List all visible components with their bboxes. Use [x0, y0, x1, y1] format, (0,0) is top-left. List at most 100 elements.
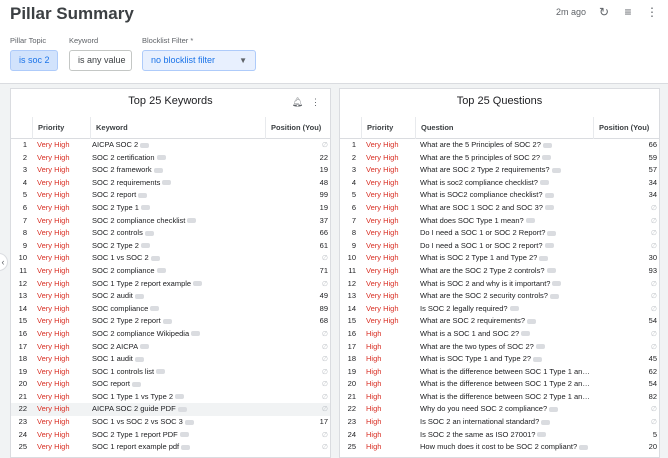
text-cell[interactable]: SOC 2 Type 2 report — [92, 315, 262, 328]
text-cell[interactable]: What are the SOC 2 Type 2 controls? — [420, 265, 592, 278]
table-row[interactable]: 18 High What is SOC Type 1 and Type 2? 45 — [340, 353, 659, 366]
refresh-icon[interactable]: ↻ — [598, 5, 610, 19]
table-row[interactable]: 2 Very High SOC 2 certification 22 — [11, 152, 330, 165]
more-links-icon[interactable] — [140, 142, 150, 148]
text-cell[interactable]: SOC 1 Type 2 report example — [92, 278, 262, 291]
table-row[interactable]: 20 High What is the difference between SOC… — [340, 378, 659, 391]
more-links-icon[interactable] — [150, 306, 160, 312]
table-row[interactable]: 16 High What is a SOC 1 and SOC 2? ∅ — [340, 328, 659, 341]
col-priority[interactable]: Priority — [361, 117, 415, 139]
more-links-icon[interactable] — [140, 205, 150, 211]
more-links-icon[interactable] — [542, 142, 552, 148]
more-links-icon[interactable] — [549, 406, 559, 412]
table-row[interactable]: 6 Very High What are SOC 1 SOC 2 and SOC 3… — [340, 202, 659, 215]
table-row[interactable]: 4 Very High What is soc2 compliance checkl… — [340, 177, 659, 190]
table-row[interactable]: 21 Very High SOC 1 Type 1 vs Type 2 ∅ — [11, 391, 330, 404]
table-row[interactable]: 5 Very High SOC 2 report 99 — [11, 189, 330, 202]
col-question[interactable]: Question — [415, 117, 593, 139]
more-links-icon[interactable] — [547, 230, 557, 236]
text-cell[interactable]: What are the SOC 2 security controls? — [420, 290, 592, 303]
more-links-icon[interactable] — [521, 331, 531, 337]
more-links-icon[interactable] — [549, 293, 559, 299]
more-links-icon[interactable] — [162, 318, 172, 324]
more-links-icon[interactable] — [156, 369, 166, 375]
more-links-icon[interactable] — [150, 255, 160, 261]
table-row[interactable]: 12 Very High What is SOC 2 and why is it i… — [340, 278, 659, 291]
text-cell[interactable]: SOC 1 report example pdf — [92, 441, 262, 454]
more-links-icon[interactable] — [138, 192, 148, 198]
text-cell[interactable]: SOC 1 controls list — [92, 366, 262, 379]
text-cell[interactable]: SOC 2 report — [92, 189, 262, 202]
text-cell[interactable]: SOC 1 vs SOC 2 vs SOC 3 — [92, 416, 262, 429]
more-links-icon[interactable] — [552, 281, 562, 287]
text-cell[interactable]: SOC 2 certification — [92, 152, 262, 165]
more-links-icon[interactable] — [541, 419, 551, 425]
text-cell[interactable]: Is SOC 2 an international standard? — [420, 416, 592, 429]
table-row[interactable]: 23 High Is SOC 2 an international standard… — [340, 416, 659, 429]
text-cell[interactable]: How much does it cost to be SOC 2 compli… — [420, 441, 592, 454]
more-links-icon[interactable] — [546, 268, 556, 274]
text-cell[interactable]: SOC 1 Type 1 vs Type 2 — [92, 391, 262, 404]
more-links-icon[interactable] — [140, 344, 150, 350]
text-cell[interactable]: What are the 5 principles of SOC 2? — [420, 152, 592, 165]
more-links-icon[interactable] — [551, 167, 561, 173]
more-links-icon[interactable] — [131, 381, 141, 387]
text-cell[interactable]: SOC 1 vs SOC 2 — [92, 252, 262, 265]
text-cell[interactable]: What is SOC Type 1 and Type 2? — [420, 353, 592, 366]
table-row[interactable]: 7 Very High SOC 2 compliance checklist 37 — [11, 215, 330, 228]
more-links-icon[interactable] — [537, 432, 547, 438]
text-cell[interactable]: What is the difference between SOC 2 Typ… — [420, 391, 592, 404]
table-row[interactable]: 7 Very High What does SOC Type 1 mean? ∅ — [340, 215, 659, 228]
text-cell[interactable]: SOC 2 requirements — [92, 177, 262, 190]
more-links-icon[interactable] — [535, 344, 545, 350]
more-links-icon[interactable] — [542, 155, 552, 161]
text-cell[interactable]: What is SOC 2 Type 1 and Type 2? — [420, 252, 592, 265]
text-cell[interactable]: What is SOC2 compliance checklist? — [420, 189, 592, 202]
text-cell[interactable]: SOC 2 compliance — [92, 265, 262, 278]
table-row[interactable]: 6 Very High SOC 2 Type 1 19 — [11, 202, 330, 215]
chevron-left-icon[interactable]: ‹ — [0, 253, 8, 271]
text-cell[interactable]: What is SOC 2 and why is it important? — [420, 278, 592, 291]
table-row[interactable]: 8 Very High Do I need a SOC 1 or SOC 2 Rep… — [340, 227, 659, 240]
text-cell[interactable]: SOC 2 AICPA — [92, 341, 262, 354]
text-cell[interactable]: Is SOC 2 the same as ISO 27001? — [420, 429, 592, 442]
table-row[interactable]: 11 Very High What are the SOC 2 Type 2 con… — [340, 265, 659, 278]
text-cell[interactable]: What does SOC Type 1 mean? — [420, 215, 592, 228]
text-cell[interactable]: What are the 5 Principles of SOC 2? — [420, 139, 592, 152]
table-row[interactable]: 14 Very High SOC compliance 89 — [11, 303, 330, 316]
table-row[interactable]: 1 Very High What are the 5 Principles of S… — [340, 139, 659, 152]
more-links-icon[interactable] — [140, 243, 150, 249]
filter-icon[interactable]: ≡ — [624, 5, 632, 19]
text-cell[interactable]: Why do you need SOC 2 compliance? — [420, 403, 592, 416]
more-links-icon[interactable] — [134, 293, 144, 299]
table-row[interactable]: 17 Very High SOC 2 AICPA ∅ — [11, 341, 330, 354]
more-links-icon[interactable] — [539, 255, 549, 261]
table-row[interactable]: 13 Very High What are the SOC 2 security c… — [340, 290, 659, 303]
more-links-icon[interactable] — [187, 218, 197, 224]
more-links-icon[interactable] — [156, 268, 166, 274]
alert-bell-icon[interactable]: 🔔︎ — [291, 97, 303, 107]
text-cell[interactable]: What is soc2 compliance checklist? — [420, 177, 592, 190]
more-links-icon[interactable] — [539, 180, 549, 186]
text-cell[interactable]: SOC 2 Type 1 report PDF — [92, 429, 262, 442]
text-cell[interactable]: SOC 2 Type 1 — [92, 202, 262, 215]
table-row[interactable]: 23 Very High SOC 1 vs SOC 2 vs SOC 3 17 — [11, 416, 330, 429]
text-cell[interactable]: SOC 2 framework — [92, 164, 262, 177]
more-links-icon[interactable] — [527, 318, 537, 324]
text-cell[interactable]: What are SOC 1 SOC 2 and SOC 3? — [420, 202, 592, 215]
col-priority[interactable]: Priority — [32, 117, 90, 139]
more-links-icon[interactable] — [175, 394, 185, 400]
more-links-icon[interactable] — [579, 444, 589, 450]
text-cell[interactable]: SOC 2 controls — [92, 227, 262, 240]
table-row[interactable]: 1 Very High AICPA SOC 2 ∅ — [11, 139, 330, 152]
more-links-icon[interactable] — [177, 406, 187, 412]
more-links-icon[interactable] — [153, 167, 163, 173]
table-row[interactable]: 11 Very High SOC 2 compliance 71 — [11, 265, 330, 278]
text-cell[interactable]: SOC 2 compliance Wikipedia — [92, 328, 262, 341]
col-position[interactable]: Position (You) — [593, 117, 659, 139]
text-cell[interactable]: What are SOC 2 requirements? — [420, 315, 592, 328]
table-row[interactable]: 3 Very High SOC 2 framework 19 — [11, 164, 330, 177]
text-cell[interactable]: Is SOC 2 legally required? — [420, 303, 592, 316]
table-row[interactable]: 15 Very High SOC 2 Type 2 report 68 — [11, 315, 330, 328]
more-links-icon[interactable] — [193, 281, 203, 287]
